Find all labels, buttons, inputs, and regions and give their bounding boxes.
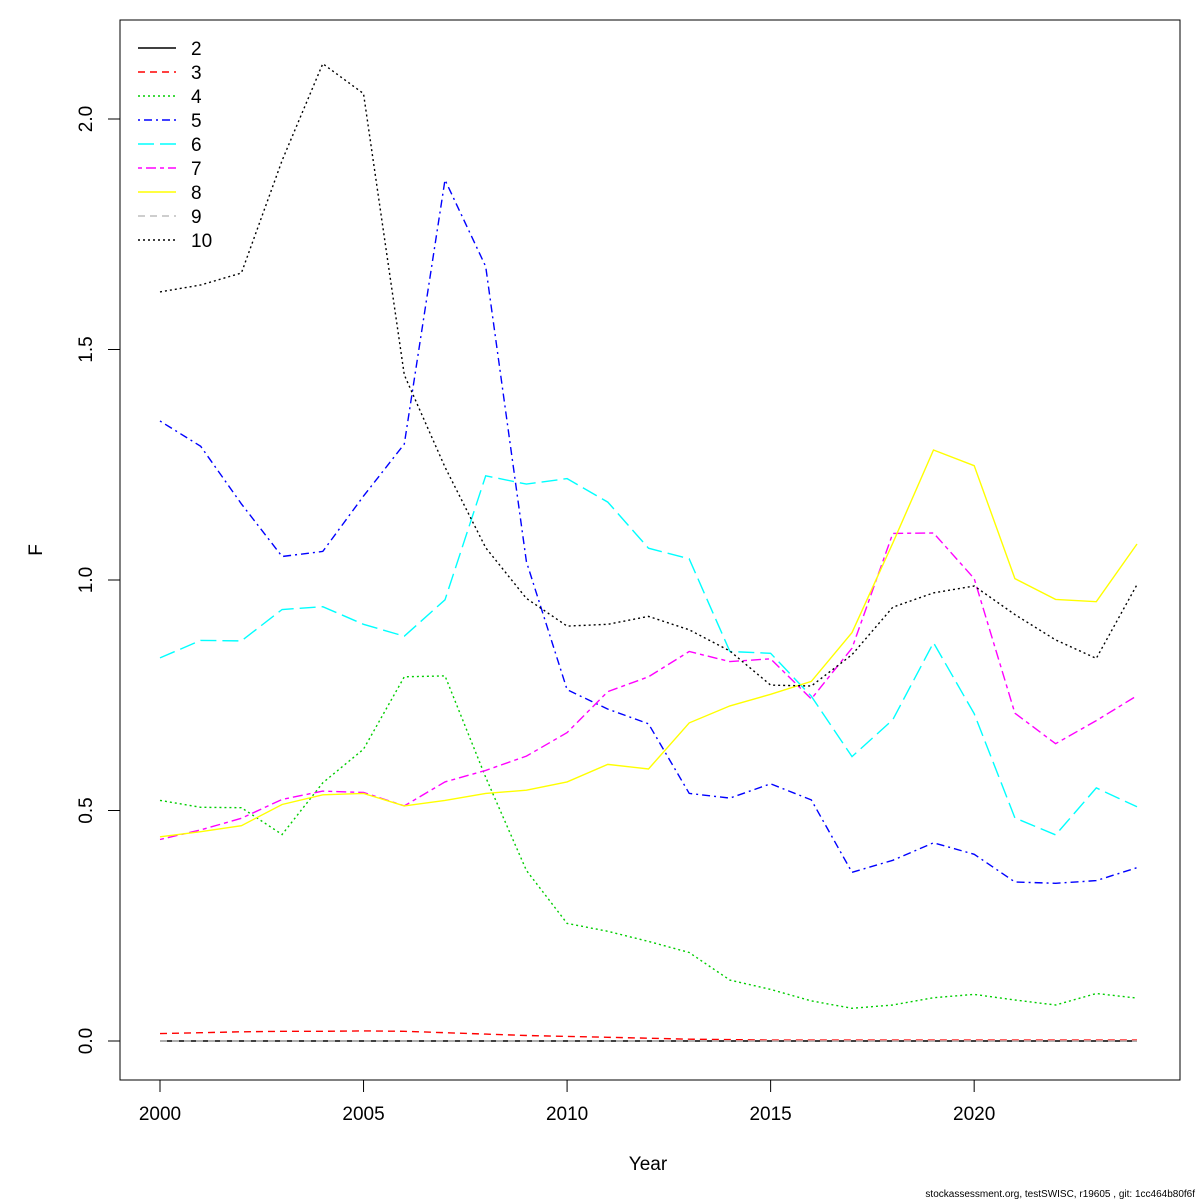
x-axis-label: Year — [629, 1154, 668, 1175]
series-line-8 — [159, 449, 1138, 838]
legend-label-10: 10 — [191, 231, 212, 252]
series-line-3 — [159, 1030, 1137, 1041]
y-tick-label: 0.5 — [76, 797, 97, 823]
series-line-7 — [159, 532, 1138, 841]
legend-label-3: 3 — [191, 63, 202, 84]
footer-note: stockassessment.org, testSWISC, r19605 ,… — [925, 1189, 1195, 1200]
legend-label-4: 4 — [191, 87, 202, 108]
y-tick-label: 1.5 — [76, 336, 97, 362]
y-tick-label: 1.0 — [76, 567, 97, 593]
legend-label-2: 2 — [191, 39, 202, 60]
x-tick-label: 2015 — [749, 1104, 791, 1125]
x-axis: 2000 2005 2010 2015 2020 — [139, 1079, 995, 1125]
legend-label-9: 9 — [191, 207, 202, 228]
series-line-4 — [159, 675, 1138, 1010]
y-axis-label: F — [26, 544, 47, 556]
series-line-10 — [159, 62, 1138, 687]
y-axis: 0.0 0.5 1.0 1.5 2.0 — [76, 106, 121, 1054]
legend-label-6: 6 — [191, 135, 202, 156]
legend: 2 3 4 5 6 7 8 9 10 — [138, 39, 212, 252]
y-tick-label: 2.0 — [76, 106, 97, 132]
x-tick-label: 2010 — [546, 1104, 588, 1125]
x-tick-label: 2005 — [342, 1104, 384, 1125]
series-lines — [159, 62, 1138, 1042]
legend-label-5: 5 — [191, 111, 202, 132]
series-line-5 — [159, 177, 1138, 885]
x-tick-label: 2020 — [953, 1104, 995, 1125]
y-tick-label: 0.0 — [76, 1028, 97, 1054]
legend-label-7: 7 — [191, 159, 202, 180]
x-tick-label: 2000 — [139, 1104, 181, 1125]
series-line-6 — [159, 474, 1138, 836]
legend-label-8: 8 — [191, 183, 202, 204]
